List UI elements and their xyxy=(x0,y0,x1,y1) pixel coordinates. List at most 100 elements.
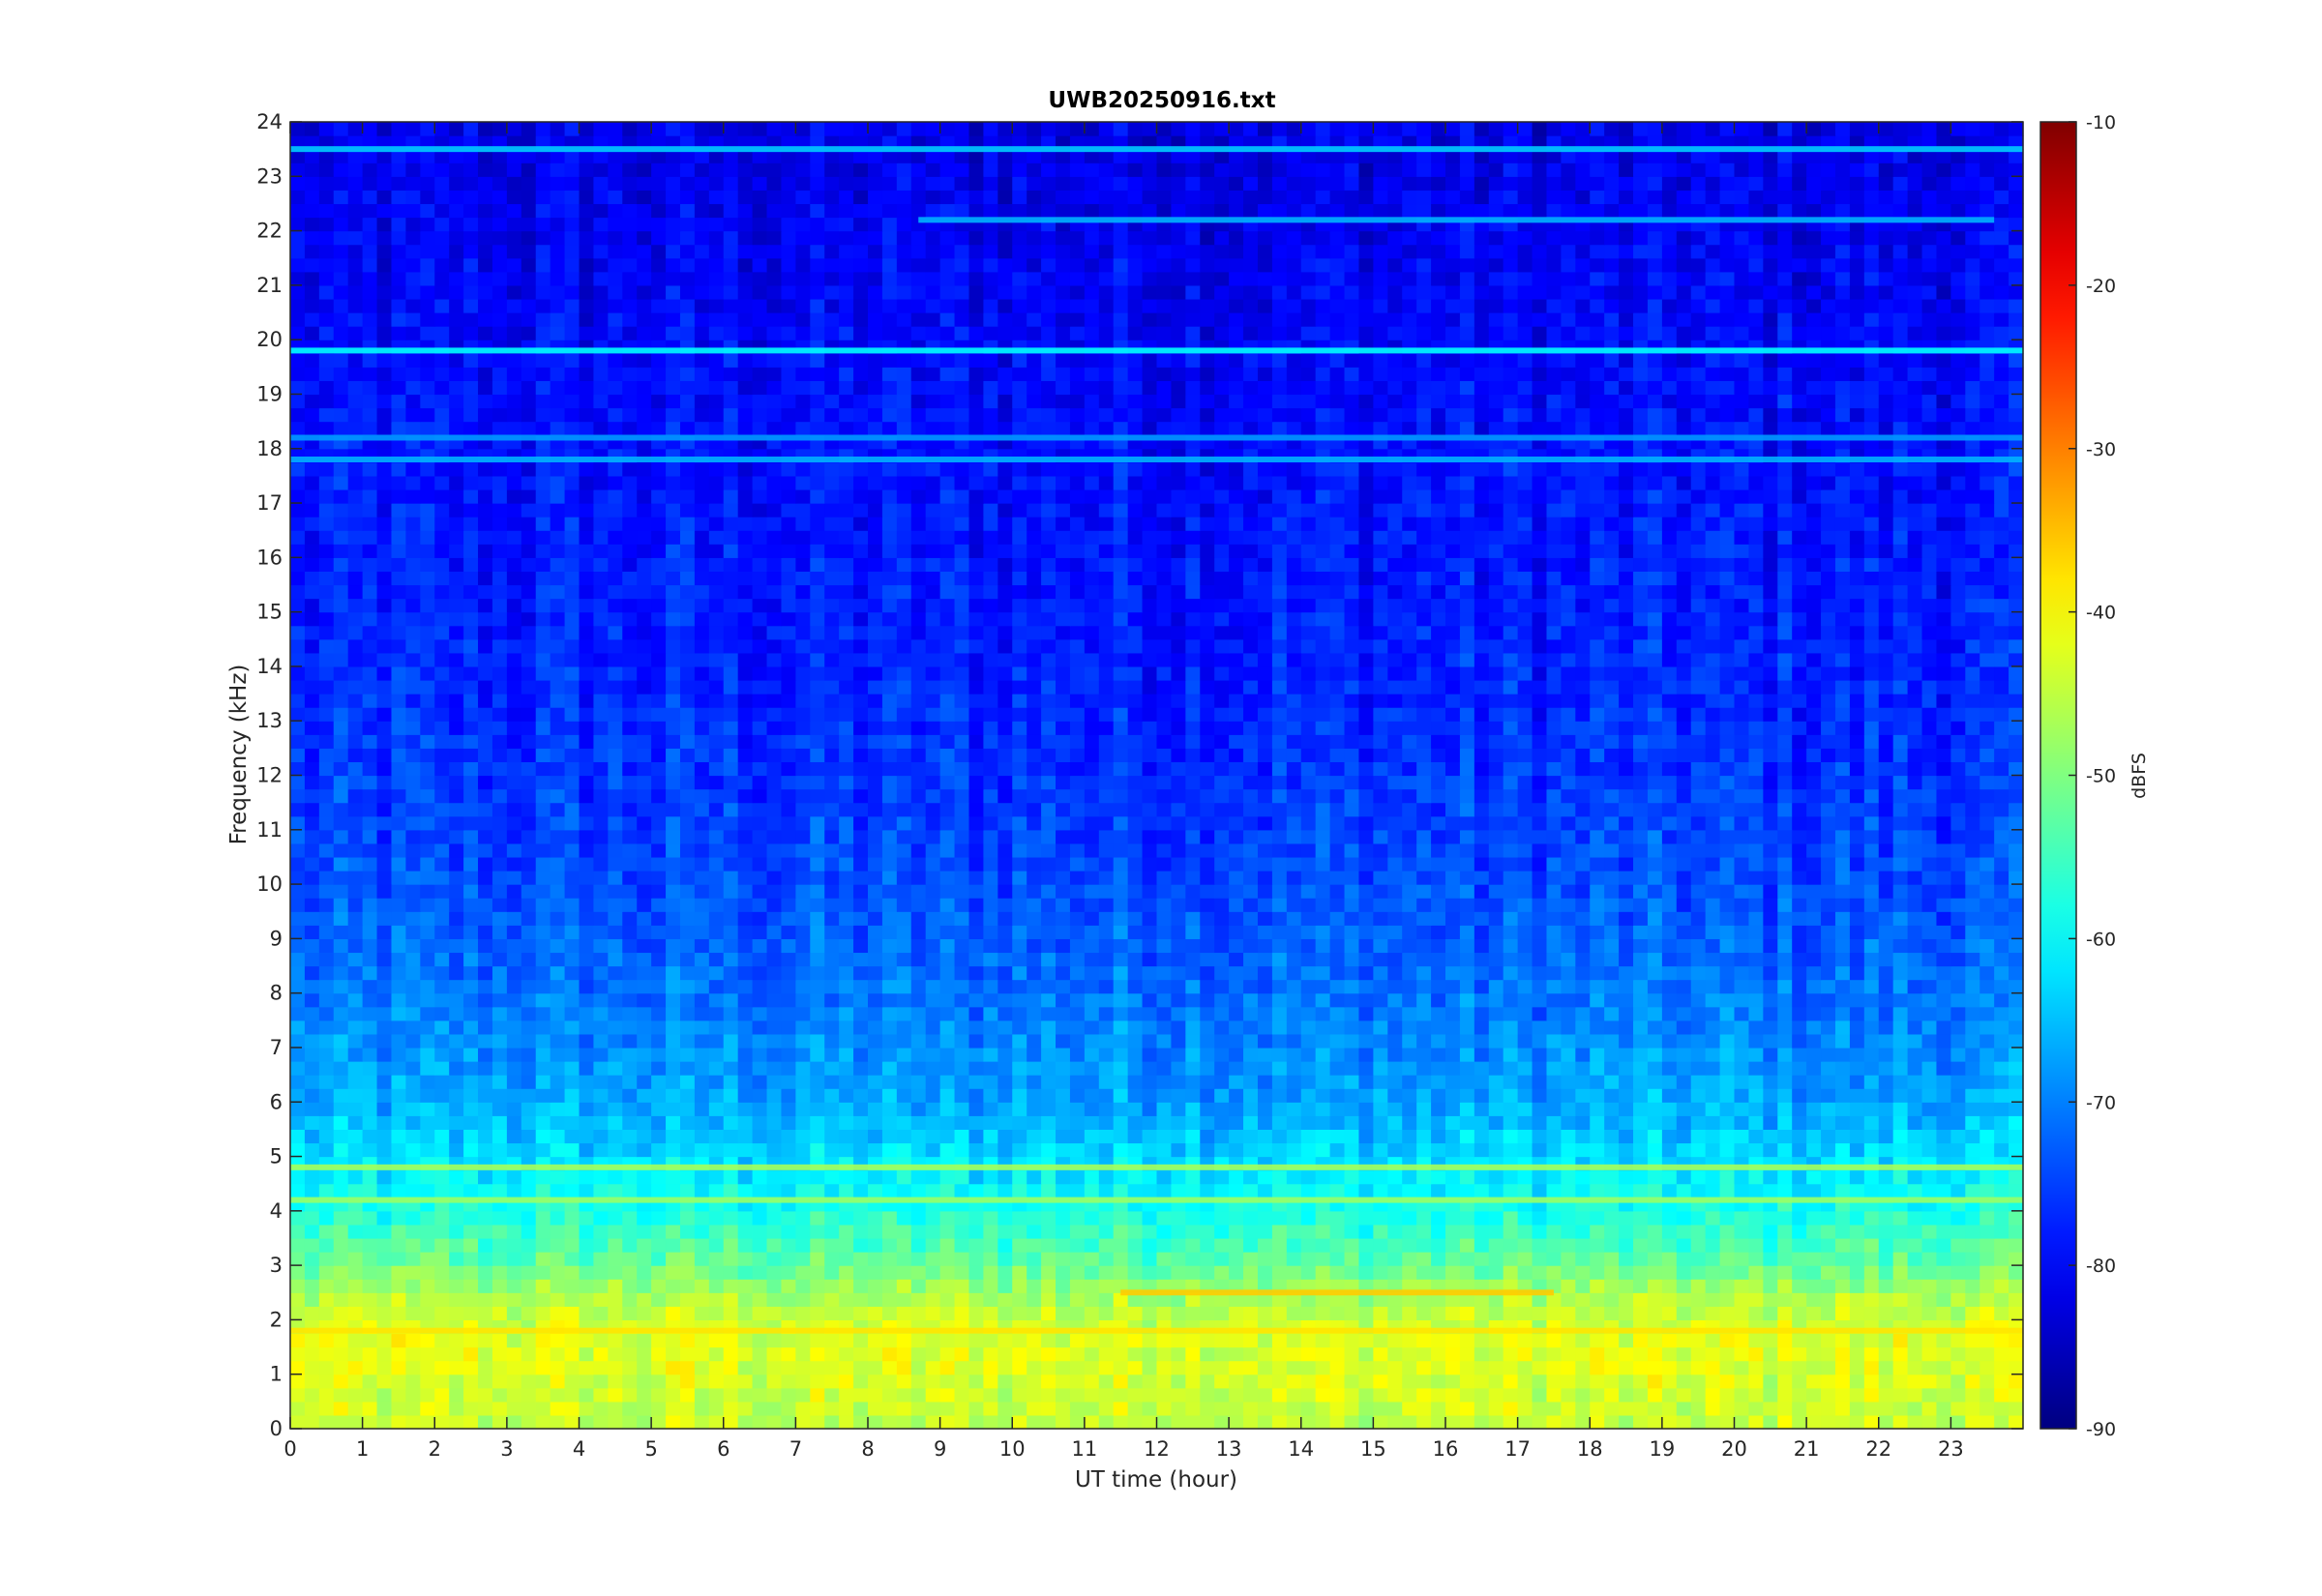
heatmap-cell xyxy=(1098,938,1115,954)
heatmap-cell xyxy=(2009,1252,2024,1266)
heatmap-cell xyxy=(1806,898,1822,912)
heatmap-cell xyxy=(1719,1292,1736,1307)
heatmap-cell xyxy=(881,1333,898,1348)
heatmap-cell xyxy=(1127,911,1144,926)
heatmap-cell xyxy=(304,1102,320,1116)
heatmap-cell xyxy=(1661,1224,1678,1239)
heatmap-cell xyxy=(579,1006,595,1021)
heatmap-cell xyxy=(347,965,364,981)
heatmap-cell xyxy=(824,979,840,994)
heatmap-cell xyxy=(925,884,941,899)
heatmap-cell xyxy=(881,1401,898,1416)
heatmap-cell xyxy=(535,1020,551,1035)
heatmap-cell xyxy=(868,1033,883,1049)
heatmap-cell xyxy=(463,1360,479,1375)
heatmap-cell xyxy=(1185,965,1201,981)
heatmap-cell xyxy=(1532,1401,1548,1416)
heatmap-cell xyxy=(1445,1401,1461,1416)
heatmap-cell xyxy=(1994,1142,2009,1158)
heatmap-cell xyxy=(666,1252,681,1266)
heatmap-cell xyxy=(651,1333,667,1348)
heatmap-cell xyxy=(723,884,739,899)
heatmap-cell xyxy=(1777,1183,1793,1198)
heatmap-cell xyxy=(1344,898,1360,912)
heatmap-cell xyxy=(506,1360,522,1375)
heatmap-cell xyxy=(391,1088,406,1103)
heatmap-cell xyxy=(1474,884,1490,899)
heatmap-cell xyxy=(1402,1346,1417,1362)
heatmap-cell xyxy=(347,1346,364,1362)
heatmap-cell xyxy=(1965,1265,1980,1280)
heatmap-cell xyxy=(708,1142,725,1158)
heatmap-cell xyxy=(405,1401,421,1416)
heatmap-cell xyxy=(1950,1006,1966,1021)
heatmap-cell xyxy=(1185,1061,1201,1076)
heatmap-cell xyxy=(1300,965,1317,981)
heatmap-cell xyxy=(737,1224,754,1239)
heatmap-cell xyxy=(434,1279,450,1293)
heatmap-cell xyxy=(420,1265,435,1280)
heatmap-cell xyxy=(1950,1237,1966,1253)
heatmap-cell xyxy=(1849,1224,1865,1239)
heatmap-cell xyxy=(1214,884,1230,899)
heatmap-cell xyxy=(868,938,883,954)
heatmap-cell xyxy=(896,1129,912,1144)
heatmap-cell xyxy=(795,911,811,926)
heatmap-cell xyxy=(1936,1401,1951,1416)
heatmap-cell xyxy=(550,1210,566,1226)
heatmap-cell xyxy=(1156,1306,1173,1321)
heatmap-cell xyxy=(1661,898,1678,912)
heatmap-cell xyxy=(491,1047,508,1062)
heatmap-cell xyxy=(1604,1047,1620,1062)
heatmap-cell xyxy=(1892,1033,1909,1049)
heatmap-cell xyxy=(1329,1088,1346,1103)
heatmap-cell xyxy=(1113,1346,1129,1362)
heatmap-cell xyxy=(1690,1115,1707,1130)
heatmap-cell xyxy=(550,1387,566,1403)
heatmap-cell xyxy=(723,925,739,939)
heatmap-cell xyxy=(449,871,464,885)
heatmap-cell xyxy=(1127,1306,1144,1321)
heatmap-cell xyxy=(1994,1088,2009,1103)
heatmap-cell xyxy=(608,925,623,939)
heatmap-cell xyxy=(968,1129,984,1144)
heatmap-cell xyxy=(449,1088,464,1103)
heatmap-cell xyxy=(1777,1115,1793,1130)
heatmap-cell xyxy=(1488,965,1504,981)
heatmap-cell xyxy=(1358,1306,1374,1321)
heatmap-cell xyxy=(1229,1102,1244,1116)
heatmap-cell xyxy=(1113,992,1129,1008)
heatmap-cell xyxy=(1358,1414,1374,1430)
heatmap-cell xyxy=(910,1252,927,1266)
heatmap-cell xyxy=(1271,856,1288,872)
heatmap-cell xyxy=(1373,1360,1388,1375)
heatmap-cell xyxy=(1416,871,1432,885)
heatmap-cell xyxy=(550,1333,566,1348)
heatmap-cell xyxy=(1561,1401,1576,1416)
heatmap-cell xyxy=(1792,938,1807,954)
heatmap-cell xyxy=(1041,1210,1057,1226)
heatmap-cell xyxy=(1546,938,1562,954)
heatmap-cell xyxy=(1619,1169,1634,1185)
heatmap-cell xyxy=(2009,1088,2024,1103)
heatmap-cell xyxy=(1257,1075,1273,1089)
heatmap-cell xyxy=(1041,1414,1057,1430)
heatmap-cell xyxy=(1792,1129,1807,1144)
heatmap-cell xyxy=(1676,1129,1692,1144)
heatmap-cell xyxy=(1012,952,1027,967)
heatmap-cell xyxy=(896,1006,912,1021)
heatmap-cell xyxy=(290,1346,306,1362)
heatmap-cell xyxy=(1647,1020,1663,1035)
heatmap-cell xyxy=(333,898,349,912)
heatmap-cell xyxy=(737,898,754,912)
heatmap-cell xyxy=(954,1020,970,1035)
heatmap-cell xyxy=(1878,1169,1894,1185)
heatmap-cell xyxy=(1604,1115,1620,1130)
heatmap-cell xyxy=(376,1047,393,1062)
heatmap-cell xyxy=(1459,1292,1475,1307)
heatmap-cell xyxy=(925,1292,941,1307)
heatmap-cell xyxy=(1719,1020,1736,1035)
heatmap-cell xyxy=(1387,1292,1403,1307)
heatmap-cell xyxy=(795,1252,811,1266)
heatmap-cell xyxy=(766,1102,783,1116)
